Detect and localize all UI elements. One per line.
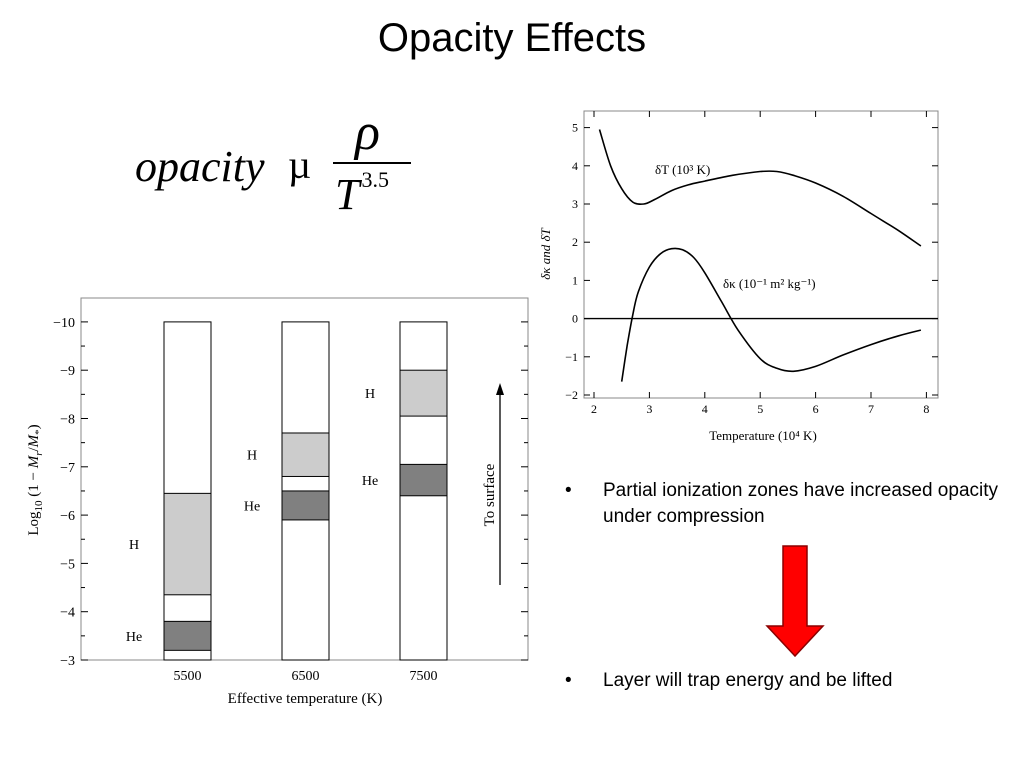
bullet-text: Layer will trap energy and be lifted — [603, 670, 893, 691]
zones-y-tick-label: −7 — [60, 461, 75, 476]
hydrogen-zone-label: H — [129, 538, 139, 553]
delta-kappa-figure: 2 3 4 5 6 7 8 −2 −1 0 1 2 3 4 5 Temperature (10⁴ K) δκ… — [535, 108, 945, 448]
delta-x-tick-label: 6 — [813, 402, 819, 416]
hydrogen-zone-bar — [399, 369, 448, 417]
helium-zone-label: He — [126, 630, 142, 645]
formula-fraction-bar — [333, 162, 411, 164]
delta-y-tick-label: 5 — [572, 121, 578, 135]
delta-x-tick-label: 3 — [646, 402, 652, 416]
delta-x-tick-label: 7 — [868, 402, 874, 416]
delta-y-tick-label: 4 — [572, 159, 578, 173]
bullet-dot: • — [565, 480, 572, 501]
formula-denominator: T3.5 — [335, 167, 389, 220]
delta-x-tick-label: 4 — [702, 402, 708, 416]
bullet-item-lifted: • Layer will trap energy and be lifted — [565, 668, 1024, 696]
delta-y-tick-label: 1 — [572, 273, 578, 287]
hydrogen-zone-label: H — [247, 449, 257, 464]
delta-x-tick-label: 5 — [757, 402, 763, 416]
delta-t-series-label: δT (10³ K) — [655, 162, 710, 177]
delta-x-tick-label: 2 — [591, 402, 597, 416]
delta-y-tick-label: 0 — [572, 312, 578, 326]
delta-y-tick-label: −2 — [565, 388, 578, 402]
down-arrow-icon — [765, 545, 825, 658]
bullet-dot: • — [565, 670, 572, 691]
zones-y-tick-label: −6 — [60, 509, 75, 524]
zones-x-tick-label: 6500 — [292, 669, 320, 684]
formula-opacity-word: opacity — [135, 142, 265, 191]
delta-y-tick-label: 3 — [572, 197, 578, 211]
delta-kappa-series-line — [620, 247, 922, 382]
formula-exponent: 3.5 — [361, 167, 389, 192]
delta-x-tick-label: 8 — [923, 402, 929, 416]
bullet-item-ionization: • Partial ionization zones have increase… — [565, 478, 1024, 534]
formula-temperature: T — [335, 170, 360, 219]
delta-y-axis-label: δκ and δT — [538, 227, 553, 279]
formula-rho: ρ — [355, 104, 380, 161]
hydrogen-zone-bar — [281, 432, 330, 477]
zones-y-tick-label: −5 — [60, 557, 75, 572]
helium-zone-label: He — [244, 499, 260, 514]
delta-y-tick-label: 2 — [572, 235, 578, 249]
to-surface-label: To surface — [482, 463, 498, 526]
zones-x-tick-label: 7500 — [410, 669, 438, 684]
delta-kappa-chart: 2 3 4 5 6 7 8 −2 −1 0 1 2 3 4 5 Temperature (10⁴ K) δκ… — [538, 110, 939, 443]
delta-plot-frame — [583, 110, 939, 399]
formula-proportional-symbol: µ — [288, 142, 312, 187]
delta-x-axis-label: Temperature (10⁴ K) — [709, 428, 817, 443]
helium-zone-bar — [399, 463, 448, 497]
opacity-formula: opacity µ ρ T3.5 — [130, 104, 430, 235]
bullet-text: Partial ionization zones have increased … — [603, 480, 999, 527]
zones-y-tick-label: −9 — [60, 364, 75, 379]
to-surface-arrow-icon — [496, 383, 504, 395]
delta-y-tick-label: −1 — [565, 350, 578, 364]
hydrogen-zone-bar — [163, 492, 212, 596]
hydrogen-zone-label: H — [365, 387, 375, 402]
zones-y-tick-label: −3 — [60, 654, 75, 669]
helium-zone-bar — [163, 620, 212, 651]
delta-t-series-line — [598, 129, 922, 247]
ionization-zones-figure: −10 −9 −8 −7 −6 −5 −4 −3 5500 6500 7500 H He H He H He … — [20, 295, 530, 715]
zones-x-axis-label: Effective temperature (K) — [228, 691, 383, 707]
slide-title: Opacity Effects — [377, 16, 647, 60]
helium-zone-label: He — [362, 474, 378, 489]
zones-x-tick-label: 5500 — [174, 669, 202, 684]
zone-column — [163, 321, 212, 661]
helium-zone-bar — [281, 490, 330, 521]
zones-y-tick-label: −4 — [60, 606, 75, 621]
zones-y-tick-label: −10 — [53, 316, 75, 331]
zones-y-tick-label: −8 — [60, 413, 75, 428]
zones-y-axis-label: Log10 (1 − Mr/M*) — [26, 424, 45, 535]
delta-kappa-series-label: δκ (10⁻¹ m² kg⁻¹) — [723, 276, 816, 291]
